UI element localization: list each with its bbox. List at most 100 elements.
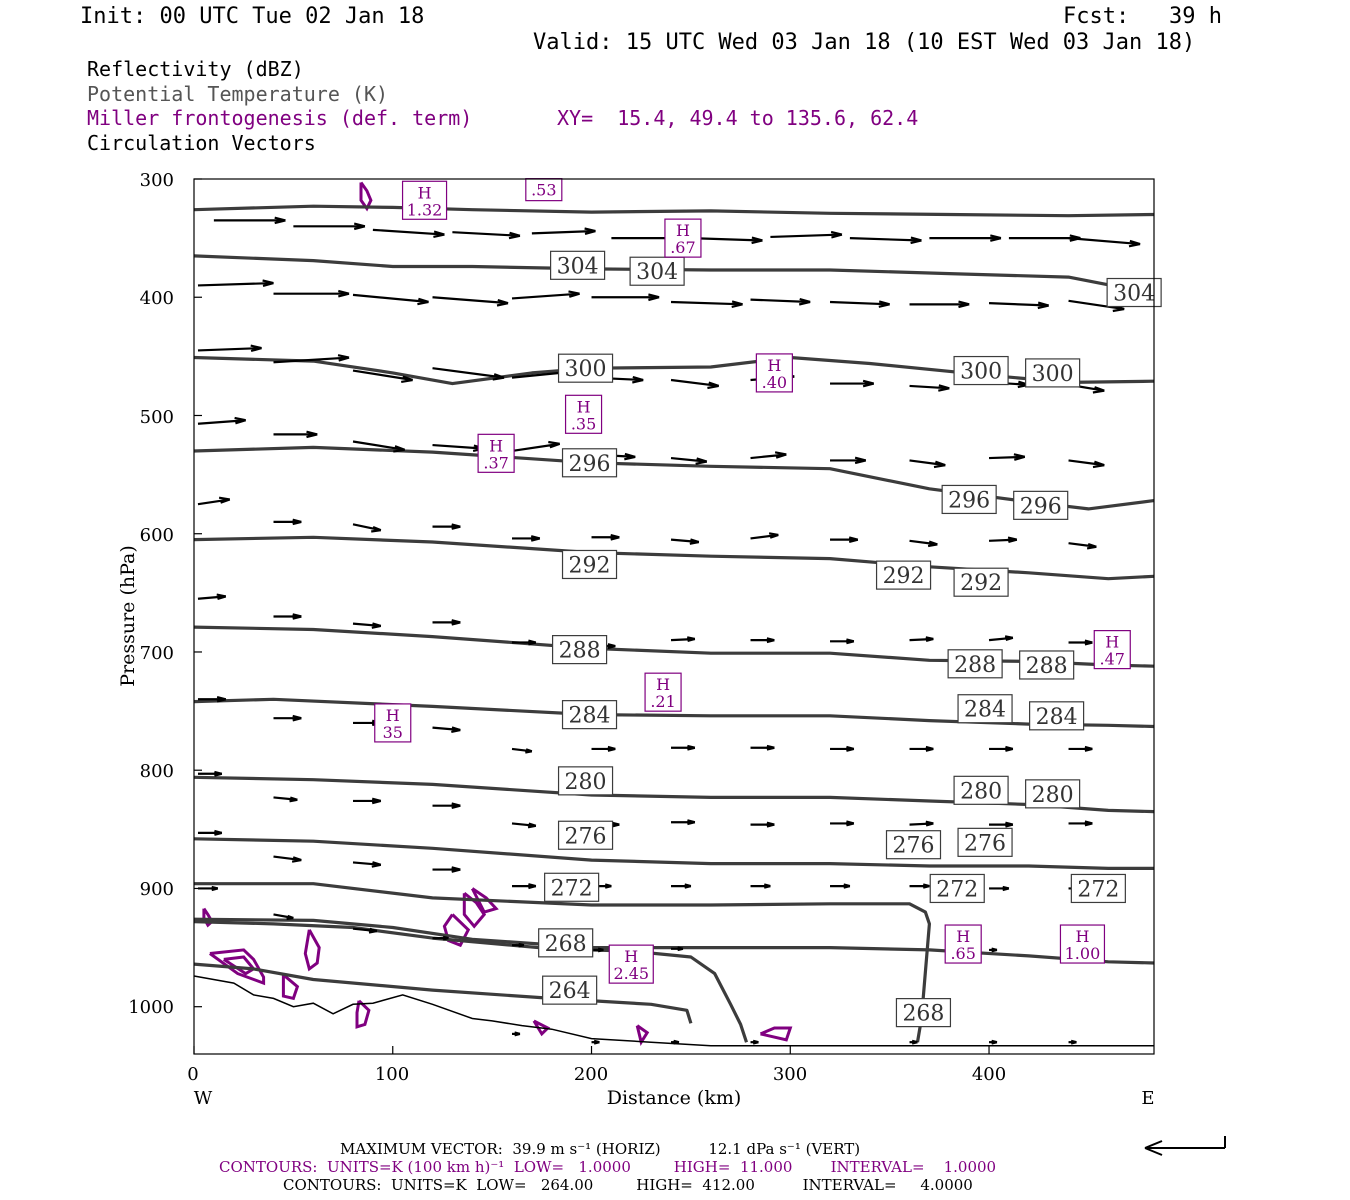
y-tick-label: 600: [140, 525, 174, 546]
svg-text:292: 292: [569, 553, 611, 578]
svg-text:276: 276: [964, 831, 1006, 856]
wind-vector: [670, 636, 696, 643]
svg-text:268: 268: [902, 1002, 944, 1027]
frontogenesis-max-label: H35: [374, 703, 412, 743]
theta-contour-label: 284: [1029, 701, 1085, 731]
wind-vector: [670, 456, 708, 465]
theta-contour-label: 272: [544, 872, 600, 902]
wind-vector: [352, 523, 382, 533]
wind-vector: [909, 745, 934, 752]
wind-vector: [352, 369, 414, 383]
svg-text:268: 268: [545, 932, 587, 957]
wind-vector: [909, 300, 970, 309]
fronto-contour-info: CONTOURS: UNITS=K (100 km h)⁻¹ LOW= 1.00…: [219, 1158, 997, 1176]
wind-vector: [591, 745, 616, 752]
frontogenesis-max-label: H1.00: [1059, 924, 1106, 964]
frontogenesis-max-label: H1.32: [401, 180, 448, 220]
reflectivity-contour: [635, 1024, 650, 1047]
wind-vector: [273, 430, 318, 439]
svg-text:H: H: [577, 397, 591, 416]
wind-vector: [511, 290, 580, 300]
theta-contour-info: CONTOURS: UNITS=K LOW= 264.00 HIGH= 412.…: [283, 1176, 973, 1194]
svg-text:H: H: [418, 183, 432, 202]
theta-contour-label: 288: [1019, 650, 1075, 680]
frontogenesis-max-label: H.21: [644, 672, 682, 712]
legend-xy-endpoints: XY= 15.4, 49.4 to 135.6, 62.4: [557, 106, 919, 130]
wind-vector: [1068, 542, 1097, 550]
theta-contour-label: 304: [1106, 277, 1162, 308]
wind-vector: [909, 636, 934, 643]
wind-vector: [690, 236, 763, 245]
wind-vector: [511, 747, 533, 754]
wind-vector: [988, 536, 1018, 544]
wind-vector: [352, 293, 429, 306]
svg-text:.47: .47: [1100, 650, 1125, 669]
wind-vector: [432, 296, 509, 307]
wind-vector: [670, 300, 743, 308]
y-axis-title: Pressure (hPa): [117, 545, 139, 687]
svg-text:.40: .40: [762, 373, 787, 392]
svg-text:272: 272: [551, 876, 593, 901]
wind-vector: [512, 942, 525, 948]
x-tick-label: 0: [187, 1064, 198, 1085]
theta-contour-label: 280: [953, 775, 1009, 805]
svg-text:.35: .35: [571, 414, 596, 433]
theta-contour-label: 300: [557, 353, 614, 383]
legend-frontogenesis: Miller frontogenesis (def. term): [87, 106, 473, 130]
theta-contour-268: [193, 917, 1155, 965]
reference-vector-icon: [1144, 1136, 1226, 1156]
wind-vector: [909, 539, 938, 548]
reflectivity-contour: [209, 948, 266, 986]
axes: [193, 178, 990, 1054]
max-vector-info: MAXIMUM VECTOR: 39.9 m s⁻¹ (HORIZ) 12.1 …: [340, 1140, 861, 1158]
frontogenesis-max-label: H.40: [755, 353, 793, 393]
theta-contour-label: 296: [1013, 490, 1069, 520]
y-tick-label: 400: [140, 288, 174, 309]
theta-contour-label: 292: [953, 567, 1009, 597]
svg-text:H: H: [767, 356, 781, 375]
terrain-profile: [193, 975, 1154, 1047]
wind-vector: [591, 534, 620, 541]
svg-text:280: 280: [960, 779, 1002, 804]
frontogenesis-max-label: H.67: [664, 218, 702, 258]
wind-vector: [591, 1039, 600, 1045]
svg-text:H: H: [1075, 927, 1089, 946]
wind-vector: [830, 638, 855, 645]
wind-vector: [273, 354, 350, 364]
wind-vector: [909, 384, 950, 392]
svg-text:H: H: [676, 221, 690, 240]
wind-vector: [352, 622, 382, 629]
reflectivity-contour: [355, 999, 371, 1029]
forecast-hour: Fcst: 39 h: [1063, 4, 1222, 29]
wind-vector: [512, 1031, 521, 1037]
theta-contour-288: [193, 535, 1155, 581]
wind-vector: [989, 885, 1010, 892]
theta-contour-label: 264: [542, 975, 598, 1005]
wind-vector: [273, 913, 294, 921]
wind-vector: [432, 523, 461, 530]
theta-contour-272: [194, 882, 931, 1043]
svg-text:H: H: [624, 947, 638, 966]
wind-vector: [197, 770, 223, 777]
svg-text:.37: .37: [483, 453, 508, 472]
wind-vector: [512, 883, 537, 890]
theta-contour-label: 276: [885, 830, 942, 860]
wind-vector: [909, 1039, 918, 1045]
west-label: W: [194, 1088, 213, 1109]
svg-text:304: 304: [1113, 282, 1155, 307]
wind-vector: [671, 883, 692, 889]
wind-vector: [512, 535, 541, 542]
svg-text:280: 280: [565, 770, 607, 795]
wind-vector: [830, 456, 867, 465]
theta-contour-labels: 304 304 304 300 300 300 296 296 296 292 292 292 288 2…: [538, 250, 1162, 1028]
wind-vector: [353, 797, 382, 805]
valid-time: Valid: 15 UTC Wed 03 Jan 18 (10 EST Wed …: [533, 30, 1196, 55]
reflectivity-contour: [359, 181, 373, 212]
wind-vector: [989, 947, 998, 953]
svg-text:264: 264: [549, 979, 591, 1004]
reflectivity-contour: [281, 973, 300, 1001]
x-axis-title: Distance (km): [607, 1087, 742, 1109]
svg-text:292: 292: [883, 564, 925, 589]
wind-vector: [273, 289, 350, 298]
